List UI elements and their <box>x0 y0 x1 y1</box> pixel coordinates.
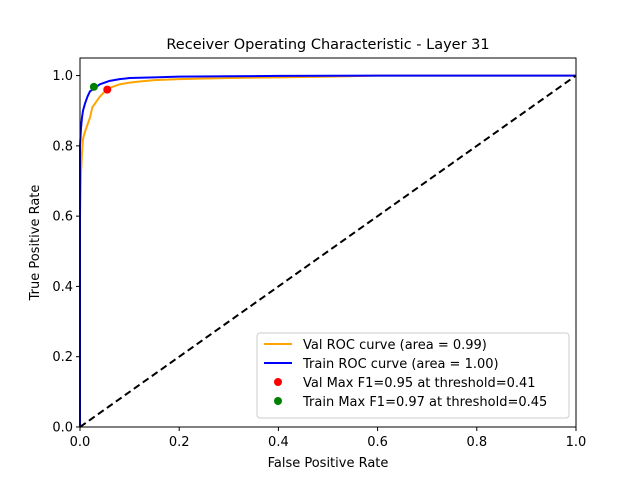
y-tick-label: 0.8 <box>52 139 73 154</box>
legend-entry-label: Val ROC curve (area = 0.99) <box>303 338 487 353</box>
x-tick-label: 0.4 <box>268 435 289 450</box>
y-tick-label: 0.4 <box>52 280 73 295</box>
x-axis: 0.0 0.2 0.4 0.6 0.8 1.0 <box>70 427 587 450</box>
x-tick-label: 0.8 <box>466 435 487 450</box>
legend-entry-label: Train ROC curve (area = 1.00) <box>302 357 499 372</box>
y-tick-label: 0.2 <box>52 350 73 365</box>
max-f1-point-1 <box>89 82 98 91</box>
x-tick-label: 1.0 <box>566 435 587 450</box>
y-axis: 0.0 0.2 0.4 0.6 0.8 1.0 <box>52 69 80 436</box>
y-tick-label: 0.6 <box>52 210 73 225</box>
x-axis-label: False Positive Rate <box>268 456 389 471</box>
y-tick-label: 0.0 <box>52 421 73 436</box>
y-axis-label: True Positive Rate <box>28 185 43 302</box>
plot-frame <box>79 57 577 428</box>
legend-box <box>256 332 570 419</box>
max-f1-point-0 <box>103 85 112 94</box>
y-tick-label: 1.0 <box>52 69 73 84</box>
x-tick-label: 0.2 <box>169 435 190 450</box>
x-tick-label: 0.0 <box>70 435 91 450</box>
legend: Val ROC curve (area = 0.99) Train ROC cur… <box>256 332 570 419</box>
legend-entry-label: Train Max F1=0.97 at threshold=0.45 <box>302 395 547 410</box>
legend-dot-swatch <box>274 378 282 386</box>
plot-area <box>79 74 577 428</box>
x-tick-label: 0.6 <box>367 435 388 450</box>
chart-title: Receiver Operating Characteristic - Laye… <box>166 37 489 53</box>
legend-dot-swatch <box>274 397 282 405</box>
legend-entry-label: Val Max F1=0.95 at threshold=0.41 <box>303 376 536 391</box>
series-line-1 <box>79 74 576 427</box>
chance-diagonal-line <box>79 74 577 428</box>
